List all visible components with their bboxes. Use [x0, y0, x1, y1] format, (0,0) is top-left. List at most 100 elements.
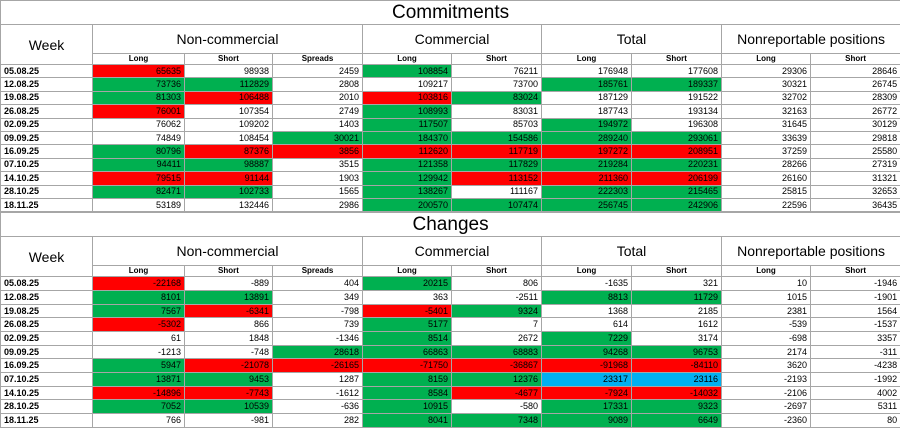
column-header: Spreads [272, 53, 363, 65]
week-cell: 02.09.25 [0, 331, 93, 346]
value-cell: 102733 [184, 184, 273, 199]
value-cell: 82471 [92, 184, 185, 199]
value-cell: 30129 [809, 117, 900, 132]
value-cell: -2511 [451, 289, 542, 305]
value-cell: 107474 [451, 197, 542, 213]
value-cell: 7229 [541, 331, 632, 346]
value-cell: 215465 [631, 184, 722, 199]
column-header: Long [92, 53, 185, 65]
value-cell: -7743 [184, 385, 273, 401]
value-cell: -5302 [92, 317, 185, 333]
value-cell: 739 [272, 317, 363, 333]
value-cell: 112829 [184, 77, 273, 92]
value-cell: 80796 [92, 144, 185, 159]
value-cell: 349 [272, 289, 363, 305]
value-cell: 8101 [92, 289, 185, 305]
value-cell: 9089 [541, 413, 632, 428]
column-header: Long [92, 265, 185, 278]
value-cell: 1564 [809, 303, 900, 319]
week-header: Week [0, 24, 93, 65]
value-cell: 7052 [92, 399, 185, 415]
value-cell: 404 [272, 276, 363, 291]
value-cell: -311 [809, 344, 900, 360]
value-cell: 37259 [721, 144, 811, 159]
value-cell: 1612 [631, 317, 722, 333]
column-header: Short [809, 265, 900, 278]
value-cell: 5311 [809, 399, 900, 415]
value-cell: -1213 [92, 344, 185, 360]
group-row: Week Non-commercial Commercial Total Nonrepo… [0, 236, 900, 278]
week-cell: 16.09.25 [0, 358, 93, 374]
value-cell: 113152 [451, 171, 542, 186]
group-header: Non-commercial [92, 24, 363, 54]
week-cell: 05.08.25 [0, 276, 93, 291]
column-header: Long [721, 53, 811, 65]
value-cell: 289240 [541, 130, 632, 146]
data-row: 16.09.25 5947 -21078 -26165 -71750 -36867 -919… [0, 358, 900, 374]
value-cell: 211360 [541, 171, 632, 186]
value-cell: 321 [631, 276, 722, 291]
value-cell: 7 [451, 317, 542, 333]
value-cell: 177608 [631, 63, 722, 79]
value-cell: 107354 [184, 104, 273, 119]
value-cell: -21078 [184, 358, 273, 374]
value-cell: -1992 [809, 372, 900, 387]
value-cell: 31645 [721, 117, 811, 132]
value-cell: 26160 [721, 171, 811, 186]
value-cell: 83031 [451, 104, 542, 119]
value-cell: 20215 [362, 276, 452, 291]
value-cell: 27319 [809, 157, 900, 173]
data-table: Changes Week Non-commercial Commercial Total… [0, 212, 900, 428]
value-cell: 2185 [631, 303, 722, 319]
week-cell: 14.10.25 [0, 171, 93, 186]
value-cell: 806 [451, 276, 542, 291]
value-cell: 184370 [362, 130, 452, 146]
value-cell: 2174 [721, 344, 811, 360]
value-cell: -981 [184, 413, 273, 428]
value-cell: 132446 [184, 197, 273, 213]
value-cell: 33639 [721, 130, 811, 146]
value-cell: 29818 [809, 130, 900, 146]
value-cell: -2697 [721, 399, 811, 415]
value-cell: 25815 [721, 184, 811, 199]
value-cell: 2672 [451, 331, 542, 346]
value-cell: 79515 [92, 171, 185, 186]
column-header: Short [631, 53, 722, 65]
column-header: Spreads [272, 265, 363, 278]
value-cell: 11729 [631, 289, 722, 305]
value-cell: 185761 [541, 77, 632, 92]
value-cell: 8813 [541, 289, 632, 305]
value-cell: 109217 [362, 77, 452, 92]
value-cell: -91968 [541, 358, 632, 374]
value-cell: 53189 [92, 197, 185, 213]
data-row: 02.09.25 76062 109202 1403 117507 85703 194972… [0, 117, 900, 132]
column-header: Short [184, 53, 273, 65]
week-cell: 12.08.25 [0, 77, 93, 92]
week-cell: 28.10.25 [0, 184, 93, 199]
value-cell: 85703 [451, 117, 542, 132]
value-cell: 81303 [92, 90, 185, 106]
value-cell: 2808 [272, 77, 363, 92]
data-row: 19.08.25 7567 -6341 -798 -5401 9324 1368 2185 23… [0, 303, 900, 319]
data-row: 26.08.25 -5302 866 739 5177 7 614 1612 -539 -1537 [0, 317, 900, 333]
value-cell: 1848 [184, 331, 273, 346]
value-cell: 106488 [184, 90, 273, 106]
value-cell: 28646 [809, 63, 900, 79]
value-cell: 7348 [451, 413, 542, 428]
table-title: Changes [0, 212, 900, 238]
value-cell: -5401 [362, 303, 452, 319]
value-cell: 74849 [92, 130, 185, 146]
week-cell: 28.10.25 [0, 399, 93, 415]
data-row: 12.08.25 73736 112829 2808 109217 73700 185761… [0, 77, 900, 92]
value-cell: 614 [541, 317, 632, 333]
column-header: Short [451, 265, 542, 278]
data-row: 07.10.25 13871 9453 1287 8159 12376 23317 23116… [0, 372, 900, 387]
value-cell: 108854 [362, 63, 452, 79]
value-cell: 36435 [809, 197, 900, 213]
value-cell: 8514 [362, 331, 452, 346]
value-cell: 206199 [631, 171, 722, 186]
value-cell: 61 [92, 331, 185, 346]
value-cell: -36867 [451, 358, 542, 374]
value-cell: 1287 [272, 372, 363, 387]
value-cell: 222303 [541, 184, 632, 199]
